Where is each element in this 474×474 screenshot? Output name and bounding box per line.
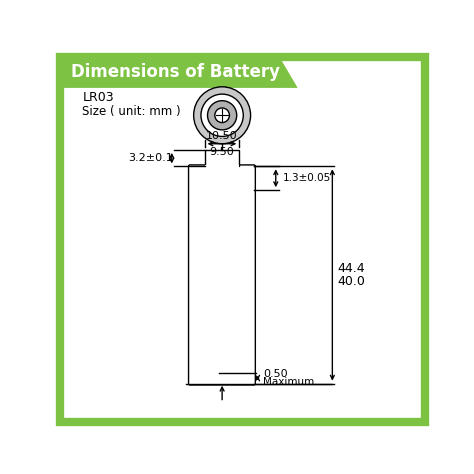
Circle shape xyxy=(215,108,229,123)
Text: 44.4: 44.4 xyxy=(338,262,365,275)
Text: 9.50: 9.50 xyxy=(210,146,234,157)
Text: 1.3±0.05: 1.3±0.05 xyxy=(283,173,331,183)
Text: LR03: LR03 xyxy=(82,91,114,103)
Text: 40.0: 40.0 xyxy=(338,275,366,288)
Text: Maximum: Maximum xyxy=(263,377,314,387)
Text: 3.2±0.1: 3.2±0.1 xyxy=(128,153,173,163)
Text: 0.50: 0.50 xyxy=(263,369,288,379)
Text: 10.50: 10.50 xyxy=(206,131,238,141)
Bar xyxy=(205,150,239,166)
Circle shape xyxy=(208,100,237,130)
Circle shape xyxy=(201,94,243,137)
Circle shape xyxy=(194,87,251,144)
Text: Size ( unit: mm ): Size ( unit: mm ) xyxy=(82,105,181,118)
FancyBboxPatch shape xyxy=(189,165,255,385)
Polygon shape xyxy=(61,57,298,88)
Text: Dimensions of Battery: Dimensions of Battery xyxy=(72,64,281,82)
Bar xyxy=(205,164,238,168)
